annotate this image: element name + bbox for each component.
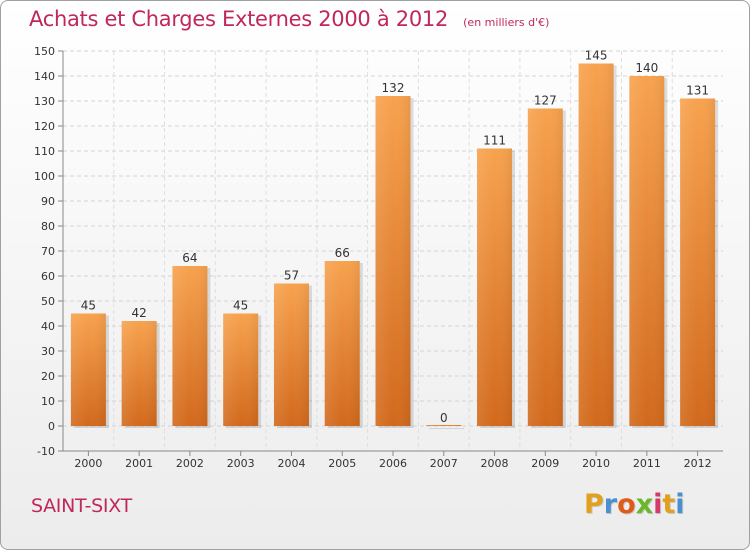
- data-label: 57: [284, 269, 299, 283]
- y-tick-label: 140: [34, 70, 55, 83]
- proxiti-logo: Proxiti: [584, 489, 685, 520]
- data-label: 127: [534, 94, 557, 108]
- bar-highlight: [629, 76, 665, 426]
- x-tick-label: 2004: [277, 457, 305, 470]
- data-label: 45: [81, 299, 96, 313]
- bar-highlight: [578, 63, 614, 426]
- x-tick-label: 2001: [125, 457, 153, 470]
- data-label: 66: [335, 246, 350, 260]
- y-tick-label: 70: [41, 245, 55, 258]
- axes: -10 0 10 20 30 40 50 60 70 80 90 100 110 120 130 140 150…: [34, 45, 723, 470]
- bar-highlight: [324, 261, 360, 426]
- data-label: 42: [132, 306, 147, 320]
- chart-title: Achats et Charges Externes 2000 à 2012: [29, 7, 449, 31]
- commune-name: SAINT-SIXT: [31, 495, 132, 517]
- y-tick-label: 40: [41, 320, 55, 333]
- logo-letter: x: [635, 489, 654, 520]
- logo-letter: i: [653, 489, 663, 520]
- logo-letter: o: [617, 489, 636, 520]
- bar-highlight: [121, 321, 157, 426]
- y-tick-label: 130: [34, 95, 55, 108]
- bar-highlight: [172, 266, 208, 426]
- bar-highlight: [70, 313, 106, 426]
- y-tick-label: -10: [37, 445, 55, 458]
- y-tick-label: 150: [34, 45, 55, 58]
- bar-highlight: [375, 96, 411, 426]
- chart-unit: (en milliers d'€): [463, 16, 550, 29]
- bar-highlight: [477, 148, 513, 426]
- data-label: 132: [382, 81, 405, 95]
- bar-highlight: [680, 98, 716, 426]
- logo-letter: i: [675, 489, 685, 520]
- y-tick-label: 110: [34, 145, 55, 158]
- y-tick-label: 20: [41, 370, 55, 383]
- y-tick-label: 30: [41, 345, 55, 358]
- bar-shadow: [429, 428, 465, 429]
- bar-highlight: [223, 313, 259, 426]
- x-tick-label: 2010: [582, 457, 610, 470]
- data-label: 111: [483, 134, 506, 148]
- x-tick-label: 2003: [227, 457, 255, 470]
- bar-highlight: [426, 425, 462, 426]
- y-tick-label: 90: [41, 195, 55, 208]
- bar-highlight: [527, 108, 563, 426]
- data-label: 140: [635, 61, 658, 75]
- y-tick-label: 50: [41, 295, 55, 308]
- data-label: 64: [182, 251, 197, 265]
- bars: 45 42 64 45 57 66 132 0 111 127 145 140 131: [70, 49, 719, 429]
- x-tick-label: 2012: [684, 457, 712, 470]
- x-tick-label: 2006: [379, 457, 407, 470]
- data-label: 145: [585, 49, 608, 63]
- y-tick-label: 60: [41, 270, 55, 283]
- data-label: 45: [233, 299, 248, 313]
- bar-highlight: [273, 283, 309, 426]
- data-label: 131: [686, 84, 709, 98]
- x-tick-label: 2007: [430, 457, 458, 470]
- x-tick-label: 2008: [481, 457, 509, 470]
- y-tick-label: 10: [41, 395, 55, 408]
- logo-letter: r: [603, 489, 618, 520]
- x-tick-label: 2005: [328, 457, 356, 470]
- x-tick-label: 2011: [633, 457, 661, 470]
- y-tick-label: 0: [48, 420, 55, 433]
- logo-letter: t: [662, 489, 676, 520]
- data-label: 0: [440, 411, 448, 425]
- logo-letter: P: [584, 489, 604, 520]
- x-tick-label: 2009: [531, 457, 559, 470]
- y-tick-label: 80: [41, 220, 55, 233]
- x-tick-label: 2002: [176, 457, 204, 470]
- x-tick-label: 2000: [74, 457, 102, 470]
- y-tick-label: 120: [34, 120, 55, 133]
- y-tick-label: 100: [34, 170, 55, 183]
- chart-header: Achats et Charges Externes 2000 à 2012 (…: [29, 7, 549, 31]
